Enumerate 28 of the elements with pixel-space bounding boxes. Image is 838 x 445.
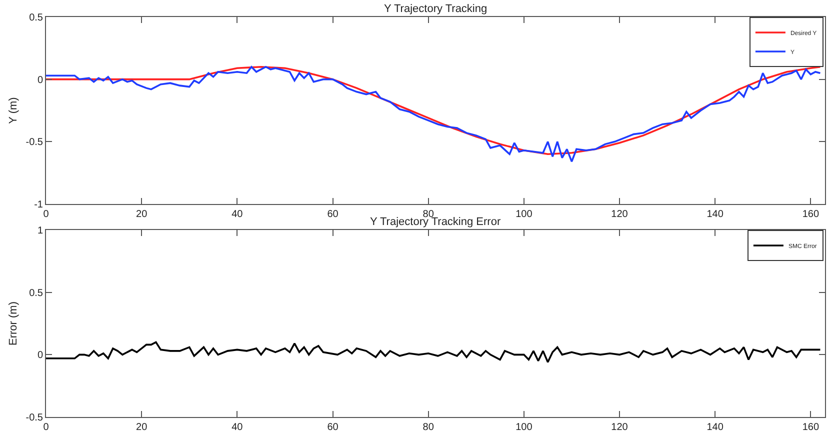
y-tick-label: 1 — [37, 226, 44, 236]
x-tick-label: 120 — [611, 422, 628, 433]
y-axis-title: Y (m) — [7, 97, 20, 124]
chart-title: Y Trajectory Tracking Error — [370, 216, 501, 228]
y-axis-title: Error (m) — [7, 302, 20, 346]
y-tick-label: -1 — [34, 200, 44, 210]
y-tick-label: 0 — [37, 74, 44, 86]
x-tick-label: 60 — [327, 422, 339, 433]
x-tick-label: 160 — [802, 422, 820, 433]
x-tick-label: 160 — [802, 209, 820, 220]
x-tick-label: 20 — [136, 422, 148, 433]
chart-title: Y Trajectory Tracking — [384, 3, 488, 15]
y-tick-label: -0.5 — [26, 137, 44, 148]
x-tick-label: 40 — [232, 209, 244, 220]
x-tick-label: 80 — [422, 422, 434, 433]
x-tick-label: 20 — [136, 209, 148, 220]
x-tick-label: 140 — [706, 209, 724, 220]
y-tick-label: 0.5 — [29, 12, 44, 24]
y-tick-label: -0.5 — [26, 412, 44, 424]
line-series — [46, 341, 822, 364]
x-tick-label: 100 — [516, 422, 533, 433]
x-tick-label: 100 — [516, 209, 533, 220]
x-tick-label: 60 — [327, 209, 339, 220]
x-tick-label: 140 — [706, 422, 724, 433]
y-tick-label: 0.5 — [29, 288, 44, 299]
x-tick-label: 120 — [611, 209, 628, 220]
x-tick-label: 40 — [232, 422, 244, 433]
y-tick-label: 0 — [37, 350, 44, 362]
